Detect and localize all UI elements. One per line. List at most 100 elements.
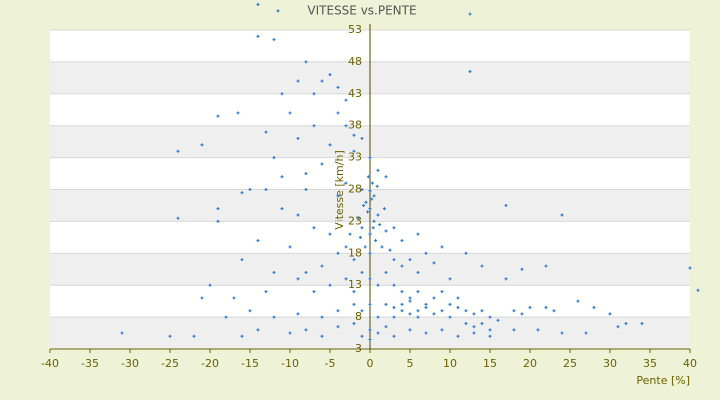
- point: [368, 207, 372, 211]
- point: [360, 309, 364, 313]
- point: [272, 315, 276, 319]
- point: [424, 306, 428, 310]
- point: [370, 197, 374, 201]
- point: [416, 290, 420, 294]
- x-tick-label: 25: [563, 357, 577, 370]
- point: [240, 191, 244, 195]
- x-tick-label: -20: [201, 357, 219, 370]
- point: [352, 133, 356, 137]
- point: [504, 203, 508, 207]
- point: [368, 251, 372, 255]
- point: [544, 264, 548, 268]
- y-tick-label: 43: [348, 87, 362, 100]
- point: [608, 312, 612, 316]
- point: [560, 213, 564, 217]
- y-tick-label: 28: [348, 183, 362, 196]
- x-tick-label: -40: [41, 357, 59, 370]
- point: [448, 302, 452, 306]
- y-tick-label: 8: [355, 310, 362, 323]
- point: [280, 207, 284, 211]
- point: [488, 315, 492, 319]
- point: [366, 175, 370, 179]
- point: [272, 270, 276, 274]
- point: [256, 34, 260, 38]
- point: [392, 315, 396, 319]
- point: [384, 325, 388, 329]
- point: [448, 277, 452, 281]
- point: [520, 312, 524, 316]
- point: [312, 226, 316, 230]
- point: [424, 251, 428, 255]
- point: [544, 306, 548, 310]
- point: [432, 312, 436, 316]
- point: [336, 325, 340, 329]
- point: [348, 232, 352, 236]
- point: [512, 328, 516, 332]
- point: [388, 248, 392, 252]
- point: [368, 156, 372, 160]
- point: [344, 98, 348, 102]
- point: [456, 334, 460, 338]
- point: [272, 156, 276, 160]
- point: [472, 312, 476, 316]
- point: [432, 261, 436, 265]
- point: [352, 302, 356, 306]
- x-tick-label: 0: [367, 357, 374, 370]
- point: [328, 73, 332, 77]
- point: [256, 328, 260, 332]
- point: [360, 334, 364, 338]
- point: [456, 306, 460, 310]
- point: [370, 181, 374, 185]
- point: [374, 239, 378, 243]
- x-tick-label: 5: [407, 357, 414, 370]
- y-tick-label: 33: [348, 151, 362, 164]
- point: [416, 315, 420, 319]
- point: [120, 331, 124, 335]
- point: [200, 296, 204, 300]
- point: [464, 251, 468, 255]
- point: [616, 325, 620, 329]
- point: [400, 239, 404, 243]
- point: [366, 210, 370, 214]
- point: [276, 9, 280, 13]
- point: [336, 194, 340, 198]
- point: [200, 143, 204, 147]
- x-tick-label: 10: [443, 357, 457, 370]
- point: [424, 331, 428, 335]
- y-tick-label: 13: [348, 278, 362, 291]
- point: [288, 245, 292, 249]
- x-tick-label: 40: [683, 357, 697, 370]
- point: [440, 245, 444, 249]
- point: [312, 290, 316, 294]
- x-tick-label: -15: [241, 357, 259, 370]
- point: [688, 266, 692, 270]
- point: [352, 321, 356, 325]
- point: [224, 315, 228, 319]
- point: [368, 337, 372, 341]
- point: [216, 207, 220, 211]
- point: [232, 296, 236, 300]
- point: [304, 172, 308, 176]
- point: [304, 328, 308, 332]
- point: [328, 143, 332, 147]
- y-tick-label: 48: [348, 55, 362, 68]
- point: [400, 264, 404, 268]
- x-tick-label: 30: [603, 357, 617, 370]
- point: [584, 331, 588, 335]
- x-tick-label: 15: [483, 357, 497, 370]
- point: [392, 306, 396, 310]
- point: [344, 277, 348, 281]
- point: [368, 189, 372, 193]
- point: [376, 168, 380, 172]
- point: [400, 290, 404, 294]
- point: [360, 270, 364, 274]
- point: [344, 181, 348, 185]
- point: [536, 328, 540, 332]
- point: [376, 283, 380, 287]
- x-tick-label: -10: [281, 357, 299, 370]
- point: [552, 309, 556, 313]
- point: [208, 283, 212, 287]
- point: [424, 302, 428, 306]
- point: [296, 136, 300, 140]
- point: [592, 306, 596, 310]
